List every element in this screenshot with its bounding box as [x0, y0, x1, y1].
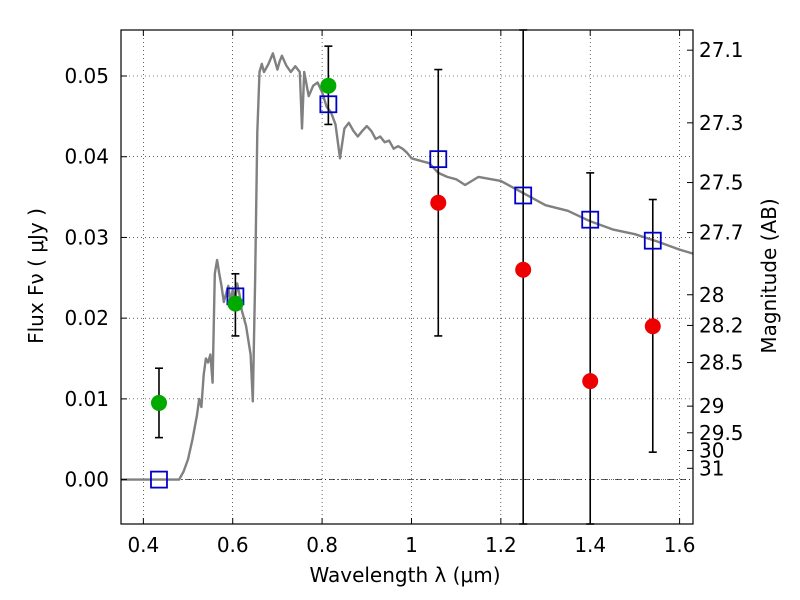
- y-tick-label: 0.02: [64, 306, 109, 330]
- grid: [121, 30, 693, 524]
- y-tick-labels: 0.00 0.01 0.02 0.03 0.04 0.05: [64, 64, 109, 492]
- model-photometry-point: [514, 186, 533, 205]
- magnitude-tick-label: 28.5: [699, 351, 744, 375]
- model-photometry-point: [643, 231, 662, 250]
- x-tick-label: 1: [405, 533, 418, 557]
- model-photometry-squares: [150, 95, 662, 489]
- plot-frame: [120, 29, 694, 525]
- y-axis-label: Flux Fν ( μJy ): [24, 208, 48, 344]
- axis-ticks: [121, 30, 693, 524]
- x-tick-label: 0.6: [217, 533, 249, 557]
- magnitude-tick-label: 27.7: [699, 221, 744, 245]
- model-photometry-point: [581, 210, 600, 229]
- x-tick-label: 0.8: [306, 533, 338, 557]
- model-sed-curve: [121, 52, 694, 481]
- x-tick-label: 1.4: [574, 533, 606, 557]
- magnitude-tick-label: 29: [699, 394, 724, 418]
- magnitude-tick-label: 31: [699, 456, 724, 480]
- model-photometry-point: [429, 150, 448, 169]
- low-significance-point: [515, 261, 532, 278]
- magnitude-tick-label: 28: [699, 283, 724, 307]
- model-sed-curve-group: [121, 52, 694, 481]
- x-tick-label: 1.2: [485, 533, 517, 557]
- detection-point: [320, 77, 337, 94]
- y-tick-label: 0.05: [64, 64, 109, 88]
- magnitude-tick-label: 28.2: [699, 313, 744, 337]
- y-tick-label: 0.03: [64, 225, 109, 249]
- detection-point: [227, 295, 244, 312]
- x-axis-label: Wavelength λ (μm): [309, 563, 500, 587]
- magnitude-tick-label: 30: [699, 439, 724, 463]
- model-photometry-point: [319, 95, 338, 114]
- observed-points: [150, 77, 661, 411]
- magnitude-tick-label: 27.5: [699, 171, 744, 195]
- detection-point: [150, 394, 167, 411]
- y-tick-label: 0.00: [64, 468, 109, 492]
- low-significance-point: [644, 318, 661, 335]
- magnitude-tick-label: 29.5: [699, 421, 744, 445]
- model-photometry-point: [150, 470, 168, 489]
- x-tick-labels: 0.4 0.6 0.8 1 1.2 1.4 1.6: [127, 533, 695, 557]
- x-tick-label: 1.6: [664, 533, 696, 557]
- x-tick-label: 0.4: [127, 533, 159, 557]
- error-bars: [154, 29, 657, 525]
- low-significance-point: [430, 194, 447, 211]
- magnitude-tick-label: 27.3: [699, 111, 744, 135]
- y-tick-label: 0.01: [64, 387, 109, 411]
- magnitude-tick-label: 27.1: [699, 38, 744, 62]
- low-significance-point: [582, 373, 599, 390]
- y-tick-label: 0.04: [64, 145, 109, 169]
- magnitude-axis-label: Magnitude (AB): [757, 198, 781, 353]
